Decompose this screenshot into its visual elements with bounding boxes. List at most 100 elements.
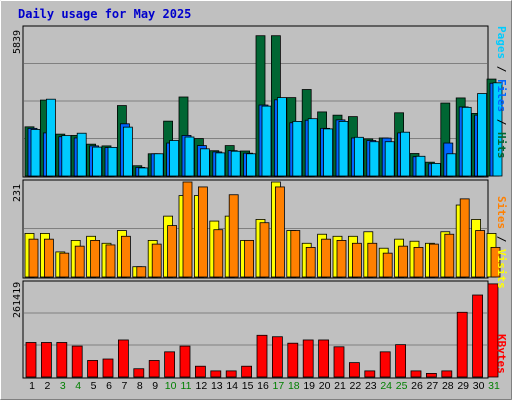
visits-bar-sites-11 xyxy=(182,181,193,278)
day-label-14: 14 xyxy=(226,380,239,392)
visits-bar-sites-4 xyxy=(74,245,85,278)
kbytes-bar-kbytes-23 xyxy=(364,370,376,378)
kbytes-bar-kbytes-20 xyxy=(318,339,330,378)
visits-bar-sites-2 xyxy=(44,238,54,278)
visits-bar-sites-17 xyxy=(274,186,285,278)
kbytes-panel-max-label: 261419 xyxy=(12,281,23,318)
visits-bar-sites-14 xyxy=(228,194,239,278)
visits-bar-sites-13 xyxy=(213,229,224,278)
day-label-22: 22 xyxy=(349,380,362,392)
day-label-26: 26 xyxy=(411,380,423,392)
legend-sites: Sites xyxy=(495,196,508,230)
day-label-12: 12 xyxy=(195,380,208,392)
hits-bar-pages-21 xyxy=(338,121,349,177)
kbytes-bar-kbytes-29 xyxy=(456,311,468,378)
kbytes-bar-kbytes-12 xyxy=(194,365,206,378)
kbytes-bar-kbytes-11 xyxy=(179,345,191,378)
hits-bar-pages-10 xyxy=(169,140,180,177)
visits-bar-sites-3 xyxy=(59,252,70,278)
legend-files: Files xyxy=(495,79,508,113)
kbytes-bar-kbytes-19 xyxy=(302,339,314,378)
visits-bar-sites-1 xyxy=(28,238,39,278)
visits-bar-sites-28 xyxy=(444,233,455,278)
visits-bar-sites-18 xyxy=(290,230,301,278)
hits-bar-pages-11 xyxy=(184,136,195,177)
day-label-20: 20 xyxy=(318,380,331,392)
hits-bar-pages-16 xyxy=(261,105,272,177)
visits-panel-border xyxy=(22,179,489,279)
day-label-23: 23 xyxy=(364,380,377,392)
legend-kbytes: KBytes xyxy=(495,334,508,374)
kbytes-bar-kbytes-24 xyxy=(379,351,391,378)
hits-bar-pages-13 xyxy=(215,152,226,177)
day-label-13: 13 xyxy=(210,380,223,392)
visits-bar-sites-23 xyxy=(367,242,378,278)
kbytes-bar-kbytes-1 xyxy=(25,342,37,378)
hits-bar-pages-9 xyxy=(153,153,164,177)
day-label-1: 1 xyxy=(29,380,35,392)
day-label-2: 2 xyxy=(44,380,51,392)
kbytes-bar-kbytes-25 xyxy=(395,344,407,378)
day-label-15: 15 xyxy=(241,380,254,392)
hits-bar-pages-24 xyxy=(384,141,395,177)
hits-bar-pages-27 xyxy=(430,163,441,177)
visits-bar-sites-16 xyxy=(259,222,270,278)
legend-visits: Visits xyxy=(495,249,508,289)
hits-bar-pages-2 xyxy=(46,98,56,177)
kbytes-bar-kbytes-5 xyxy=(87,360,98,378)
day-label-11: 11 xyxy=(180,380,192,392)
day-label-28: 28 xyxy=(441,380,454,392)
visits-bar-sites-25 xyxy=(398,245,409,278)
day-label-9: 9 xyxy=(152,380,159,392)
kbytes-bar-kbytes-28 xyxy=(441,370,453,378)
kbytes-bar-kbytes-9 xyxy=(148,360,160,378)
legend-sep: / xyxy=(495,112,508,132)
visits-bar-sites-24 xyxy=(382,252,393,278)
hits-bar-pages-18 xyxy=(292,121,303,177)
visits-bar-sites-6 xyxy=(105,244,116,278)
page-title: Daily usage for May 2025 xyxy=(18,7,192,21)
kbytes-panel-background xyxy=(24,282,487,377)
visits-panel-max-label: 231 xyxy=(12,183,23,202)
day-label-4: 4 xyxy=(75,380,82,392)
hits-bar-pages-15 xyxy=(246,153,257,177)
kbytes-bar-kbytes-13 xyxy=(210,370,222,378)
kbytes-panel-legend: KBytes xyxy=(495,334,508,374)
kbytes-bar-kbytes-30 xyxy=(472,294,484,378)
kbytes-bar-kbytes-26 xyxy=(410,370,422,378)
kbytes-bar-kbytes-2 xyxy=(41,342,52,378)
visits-bar-sites-26 xyxy=(413,246,424,278)
visits-bar-sites-27 xyxy=(428,243,439,278)
visits-bar-sites-21 xyxy=(336,239,347,278)
visits-bar-sites-5 xyxy=(90,239,100,278)
visits-bar-sites-8 xyxy=(136,266,147,278)
day-label-25: 25 xyxy=(395,380,408,392)
hits-bar-pages-6 xyxy=(107,146,118,177)
visits-bar-sites-15 xyxy=(244,239,255,278)
hits-bar-pages-29 xyxy=(461,106,472,177)
kbytes-bar-kbytes-27 xyxy=(425,373,437,378)
kbytes-bar-kbytes-6 xyxy=(102,358,114,378)
day-label-18: 18 xyxy=(287,380,300,392)
legend-pages: Pages xyxy=(495,26,508,60)
hits-bar-pages-17 xyxy=(276,97,287,177)
hits-bar-pages-5 xyxy=(92,146,102,177)
visits-bar-sites-19 xyxy=(305,246,316,278)
hits-bar-pages-3 xyxy=(61,135,72,177)
day-label-7: 7 xyxy=(121,380,128,392)
hits-panel-legend: Pages / Files / Hits xyxy=(495,26,508,159)
kbytes-bar-kbytes-7 xyxy=(118,339,129,378)
kbytes-bar-kbytes-31 xyxy=(487,283,499,378)
visits-bar-sites-29 xyxy=(459,198,470,278)
day-label-29: 29 xyxy=(457,380,470,392)
hits-bar-pages-8 xyxy=(138,167,149,177)
kbytes-bar-kbytes-18 xyxy=(287,342,299,378)
hits-panel-max-label: 5839 xyxy=(12,29,23,54)
legend-hits: Hits xyxy=(495,132,508,159)
visits-bar-sites-20 xyxy=(321,238,332,278)
chart-panels xyxy=(22,25,503,379)
hits-bar-pages-23 xyxy=(369,141,380,177)
visits-bar-sites-12 xyxy=(197,186,208,278)
kbytes-bar-kbytes-15 xyxy=(241,365,253,378)
